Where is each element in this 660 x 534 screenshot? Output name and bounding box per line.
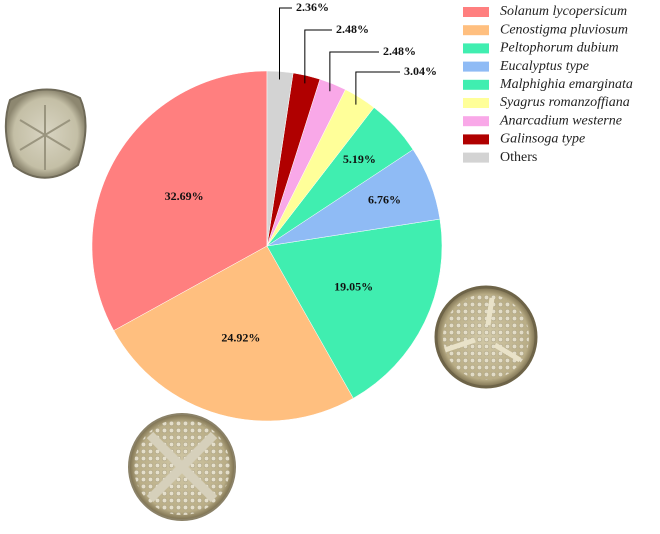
value-label: 24.92% (221, 330, 260, 344)
pie-slice (266, 218, 443, 399)
value-label: 3.04% (404, 64, 437, 78)
legend-swatch (463, 98, 489, 108)
pollen-image (434, 285, 538, 389)
value-label: 32.69% (165, 189, 204, 203)
legend-swatch (463, 25, 489, 36)
legend-swatch (463, 79, 489, 90)
value-label: 2.36% (296, 0, 329, 14)
legend-label: Syagrus romanzoffiana (500, 95, 630, 110)
pie-slice (113, 245, 354, 422)
pie-slice (91, 70, 268, 331)
legend-label: Malphighia emarginata (499, 77, 633, 92)
legend-label: Eucalyptus type (499, 59, 589, 74)
pollen-image (4, 88, 87, 179)
legend-swatch (463, 43, 489, 54)
legend-swatch (463, 134, 489, 145)
leader-line (329, 51, 379, 92)
legend-swatch (463, 116, 489, 127)
value-label: 19.05% (334, 280, 373, 294)
leader-line (304, 29, 332, 84)
legend-swatch (463, 7, 489, 17)
leader-line (355, 71, 400, 105)
leader-line (278, 7, 292, 80)
pollen-image (128, 413, 236, 521)
value-label: 6.76% (368, 192, 401, 206)
legend-label: Anarcadium westerne (499, 113, 622, 128)
legend-swatch (463, 61, 489, 72)
legend-label: Galinsoga type (500, 132, 585, 147)
value-label: 2.48% (336, 22, 369, 36)
legend-label: Cenostigma pluviosum (500, 22, 628, 37)
legend-label: Others (500, 150, 537, 165)
legend-swatch (463, 152, 489, 163)
legend-label: Solanum lycopersicum (500, 4, 627, 19)
value-label: 2.48% (383, 44, 416, 58)
legend-label: Peltophorum dubium (499, 41, 619, 56)
value-label: 5.19% (343, 152, 376, 166)
pie-slice (266, 70, 294, 247)
